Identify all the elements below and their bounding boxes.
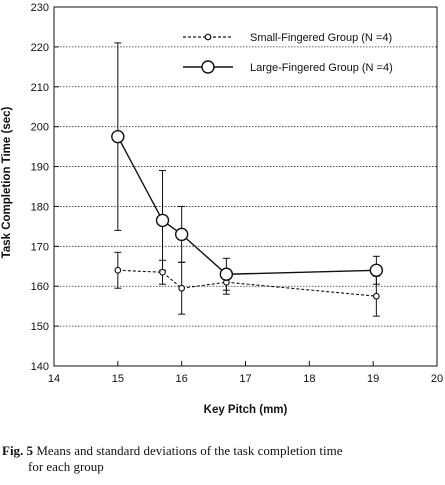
legend: Small-Fingered Group (N =4) Large-Finger… [183,32,393,74]
y-axis-title: Task Completion Time (sec) [1,106,13,258]
legend-label-small: Small-Fingered Group (N =4) [250,32,392,44]
data-point-large [155,213,170,228]
x-tick-label: 19 [367,373,379,385]
x-axis-title: Key Pitch (mm) [204,404,288,416]
y-tick-label: 180 [31,201,49,213]
plot-frame [53,6,438,367]
x-tick-label: 18 [303,373,315,385]
y-tick-label: 190 [31,162,49,174]
legend-marker-large [201,60,215,74]
caption-label: Fig. 5 [2,443,34,458]
data-point-large [111,129,125,144]
y-tick-label: 150 [31,321,49,333]
series-line-large [117,136,377,275]
axis-ticks: 140 150 160 170 180 190 200 210 220 230 14 15 16 17 18… [31,2,443,385]
caption-text-line1: Means and standard deviations of the tas… [33,443,343,458]
y-tick-label: 200 [31,122,49,134]
y-tick-label: 140 [31,361,49,373]
x-tick-label: 20 [431,373,443,385]
legend-marker-small [204,33,212,41]
caption-text-line2: for each group [28,459,104,474]
data-point-small [159,268,166,276]
data-point-small [373,292,380,300]
y-tick-label: 170 [31,241,49,253]
legend-label-large: Large-Fingered Group (N =4) [250,62,393,74]
figure-caption: Fig. 5 Means and standard deviations of … [2,443,445,475]
x-tick-label: 14 [48,373,60,385]
y-tick-label: 220 [31,42,49,54]
y-tick-label: 160 [31,281,49,293]
x-tick-label: 16 [176,373,188,385]
data-point-small [178,284,186,292]
y-tick-label: 230 [31,2,49,14]
series-layer [111,42,384,317]
x-tick-label: 15 [112,373,124,385]
data-point-large [174,227,189,242]
y-tick-label: 210 [31,82,49,94]
x-tick-label: 17 [239,373,251,385]
data-point-large [219,267,234,281]
data-point-small [114,266,122,274]
data-point-large [369,263,384,277]
